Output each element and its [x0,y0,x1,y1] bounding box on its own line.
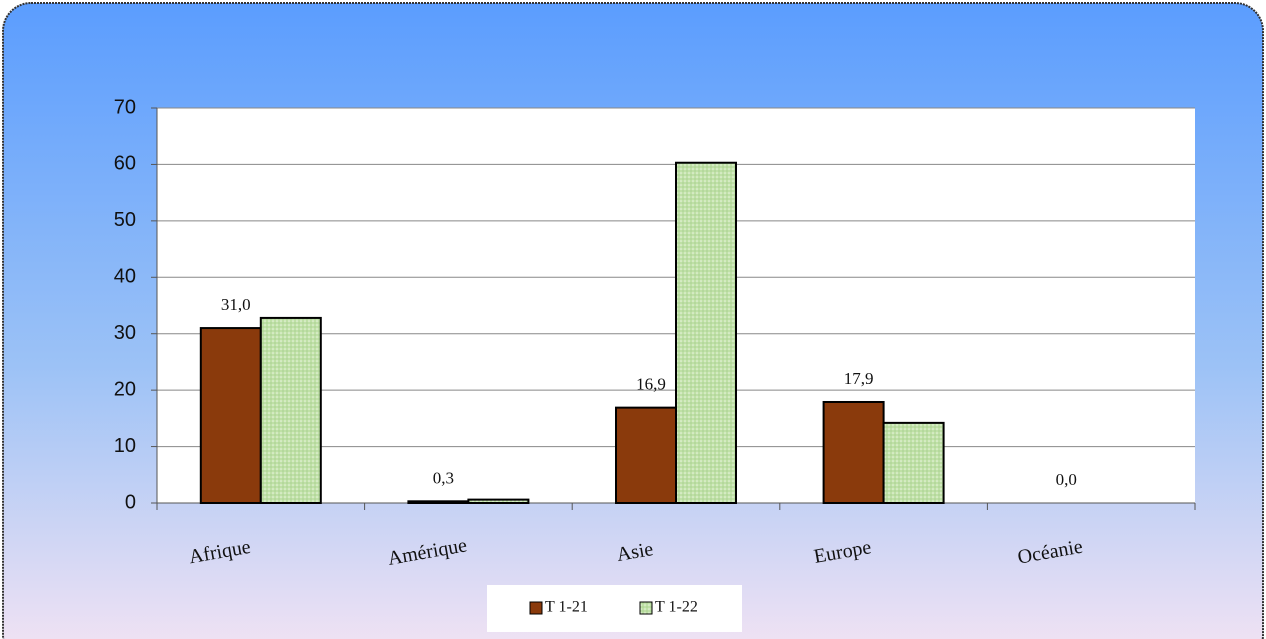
legend-label: T 1-21 [545,599,588,616]
legend-swatch [639,601,653,615]
bar [199,327,262,505]
legend-swatch [529,601,543,615]
y-tick-label: 0 [125,491,136,513]
y-tick-label: 20 [114,378,136,400]
y-tick-label: 30 [114,322,136,344]
bar [822,400,885,504]
data-label: 0,3 [433,468,454,487]
data-label: 17,9 [844,369,874,388]
legend-box [487,585,742,632]
legend-label: T 1-22 [655,599,698,616]
data-label: 0,0 [1056,470,1077,489]
bar [467,498,530,505]
y-tick-label: 50 [114,209,136,231]
y-tick-label: 60 [114,153,136,175]
y-tick-label: 10 [114,435,136,457]
y-tick-label: 70 [114,96,136,118]
bar [675,161,737,504]
bar [259,316,322,504]
data-label: 31,0 [221,295,251,314]
data-label: 16,9 [636,375,666,394]
bar [882,421,945,504]
y-tick-label: 40 [114,266,136,288]
bar [407,500,470,504]
bar [615,406,677,504]
